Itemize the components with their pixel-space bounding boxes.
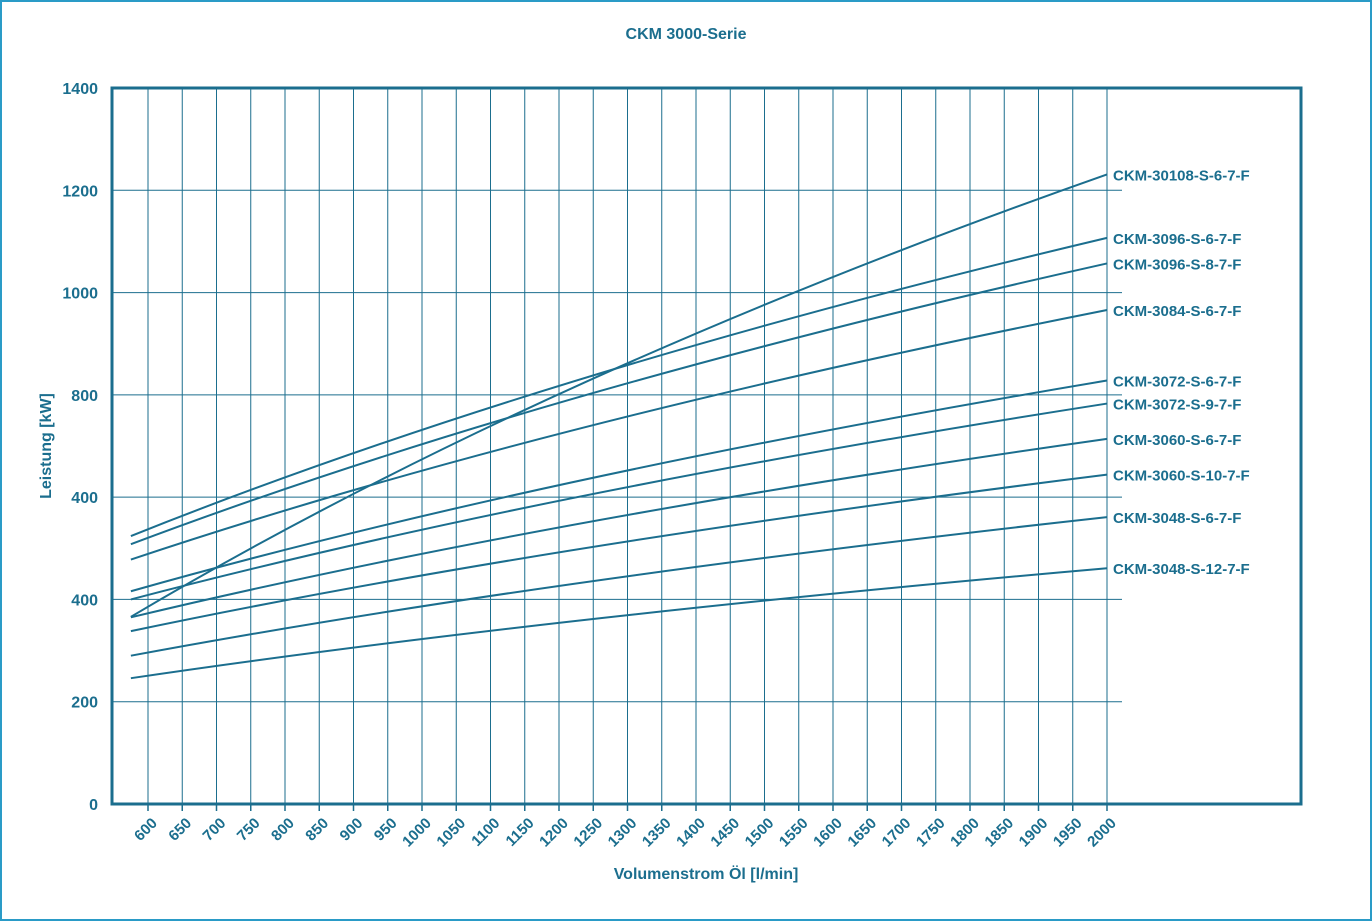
chart-title: CKM 3000-Serie: [626, 26, 747, 43]
series-lines: [130, 173, 1108, 680]
y-tick-label: 400: [71, 490, 98, 507]
series-label: CKM-3096-S-8-7-F: [1113, 256, 1241, 273]
y-tick-label: 400: [71, 592, 98, 609]
grid-lines: [112, 88, 1122, 804]
series-labels: CKM-30108-S-6-7-F CKM-3096-S-6-7-F CKM-309…: [1113, 167, 1250, 578]
series-line: [130, 379, 1108, 593]
series-line: [130, 262, 1108, 546]
series-label: CKM-3048-S-6-7-F: [1113, 510, 1241, 527]
series-label: CKM-3096-S-6-7-F: [1113, 231, 1241, 248]
x-axis-label: Volumenstrom Öl [l/min]: [614, 864, 799, 883]
y-axis-label: Leistung [kW]: [38, 393, 55, 499]
series-line: [130, 173, 1108, 618]
series-label: CKM-3060-S-10-7-F: [1113, 468, 1250, 485]
y-tick-label: 200: [71, 695, 98, 712]
series-line: [130, 437, 1108, 619]
series-label: CKM-30108-S-6-7-F: [1113, 167, 1250, 184]
y-tick-label: 1000: [62, 286, 98, 303]
y-tick-label: 1400: [62, 81, 98, 98]
y-tick-label: 800: [71, 388, 98, 405]
series-line: [130, 236, 1108, 537]
series-label: CKM-3084-S-6-7-F: [1113, 303, 1241, 320]
y-tick-label: 0: [89, 797, 98, 814]
plot-area-border: [110, 86, 1303, 806]
series-line: [130, 516, 1108, 657]
series-line: [130, 402, 1108, 601]
y-axis-ticks: 0 200 400 400 800 1000 1200 1400: [62, 81, 98, 814]
series-label: CKM-3060-S-6-7-F: [1113, 432, 1241, 449]
series-label: CKM-3048-S-12-7-F: [1113, 561, 1250, 578]
y-tick-label: 1200: [62, 183, 98, 200]
series-line: [130, 473, 1108, 633]
series-label: CKM-3072-S-6-7-F: [1113, 374, 1241, 391]
series-line: [130, 567, 1108, 680]
series-line: [130, 308, 1108, 561]
series-label: CKM-3072-S-9-7-F: [1113, 397, 1241, 414]
